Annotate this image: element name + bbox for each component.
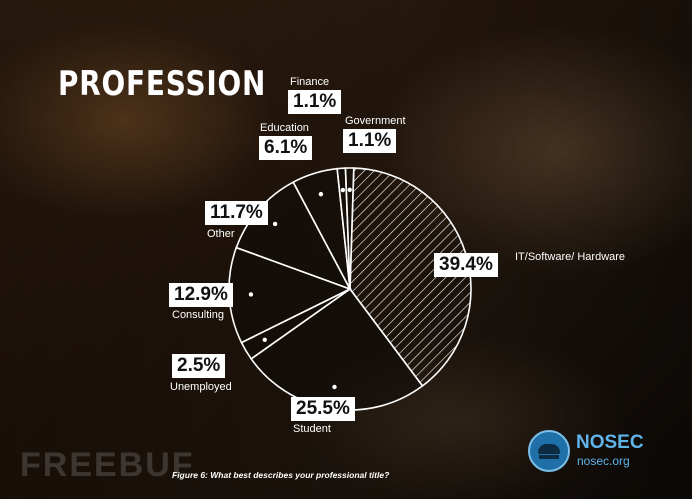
category-label-other: Other [207, 228, 235, 240]
slice-marker [262, 337, 267, 342]
value-label-it: 39.4% [434, 253, 498, 277]
category-label-government: Government [345, 115, 406, 127]
value-label-unemployed: 2.5% [172, 354, 226, 378]
chart-title: PROFESSION [58, 64, 267, 104]
category-label-finance: Finance [290, 76, 330, 88]
value-label-other: 11.7% [205, 201, 268, 225]
spy-icon [528, 430, 570, 472]
watermark-logo: FREEBUF [20, 446, 195, 484]
value-label-government: 1.1% [343, 129, 397, 153]
slice-marker [332, 384, 337, 390]
slice-marker [248, 292, 254, 297]
slice-marker [340, 187, 346, 193]
value-label-consulting: 12.9% [169, 283, 233, 307]
nosec-logo: NOSEC nosec.org [528, 430, 658, 474]
category-label-unemployed: Unemployed [170, 381, 232, 393]
category-label-consulting: Consulting [172, 309, 224, 321]
brand-url: nosec.org [577, 454, 630, 468]
slice-marker [272, 221, 278, 227]
category-label-it: IT/Software/ Hardware [515, 251, 626, 263]
category-label-education: Education [260, 122, 309, 134]
slice-marker [347, 187, 352, 192]
value-label-student: 25.5% [291, 397, 355, 421]
pie-slice-government [344, 167, 355, 290]
value-label-education: 6.1% [259, 136, 313, 160]
category-label-student: Student [293, 423, 331, 435]
value-label-finance: 1.1% [288, 90, 342, 114]
figure-caption: Figure 6: What best describes your profe… [172, 470, 390, 480]
slice-marker [318, 191, 324, 197]
pie-slice-it-software-hardware [349, 167, 472, 388]
brand-name: NOSEC [576, 432, 644, 453]
